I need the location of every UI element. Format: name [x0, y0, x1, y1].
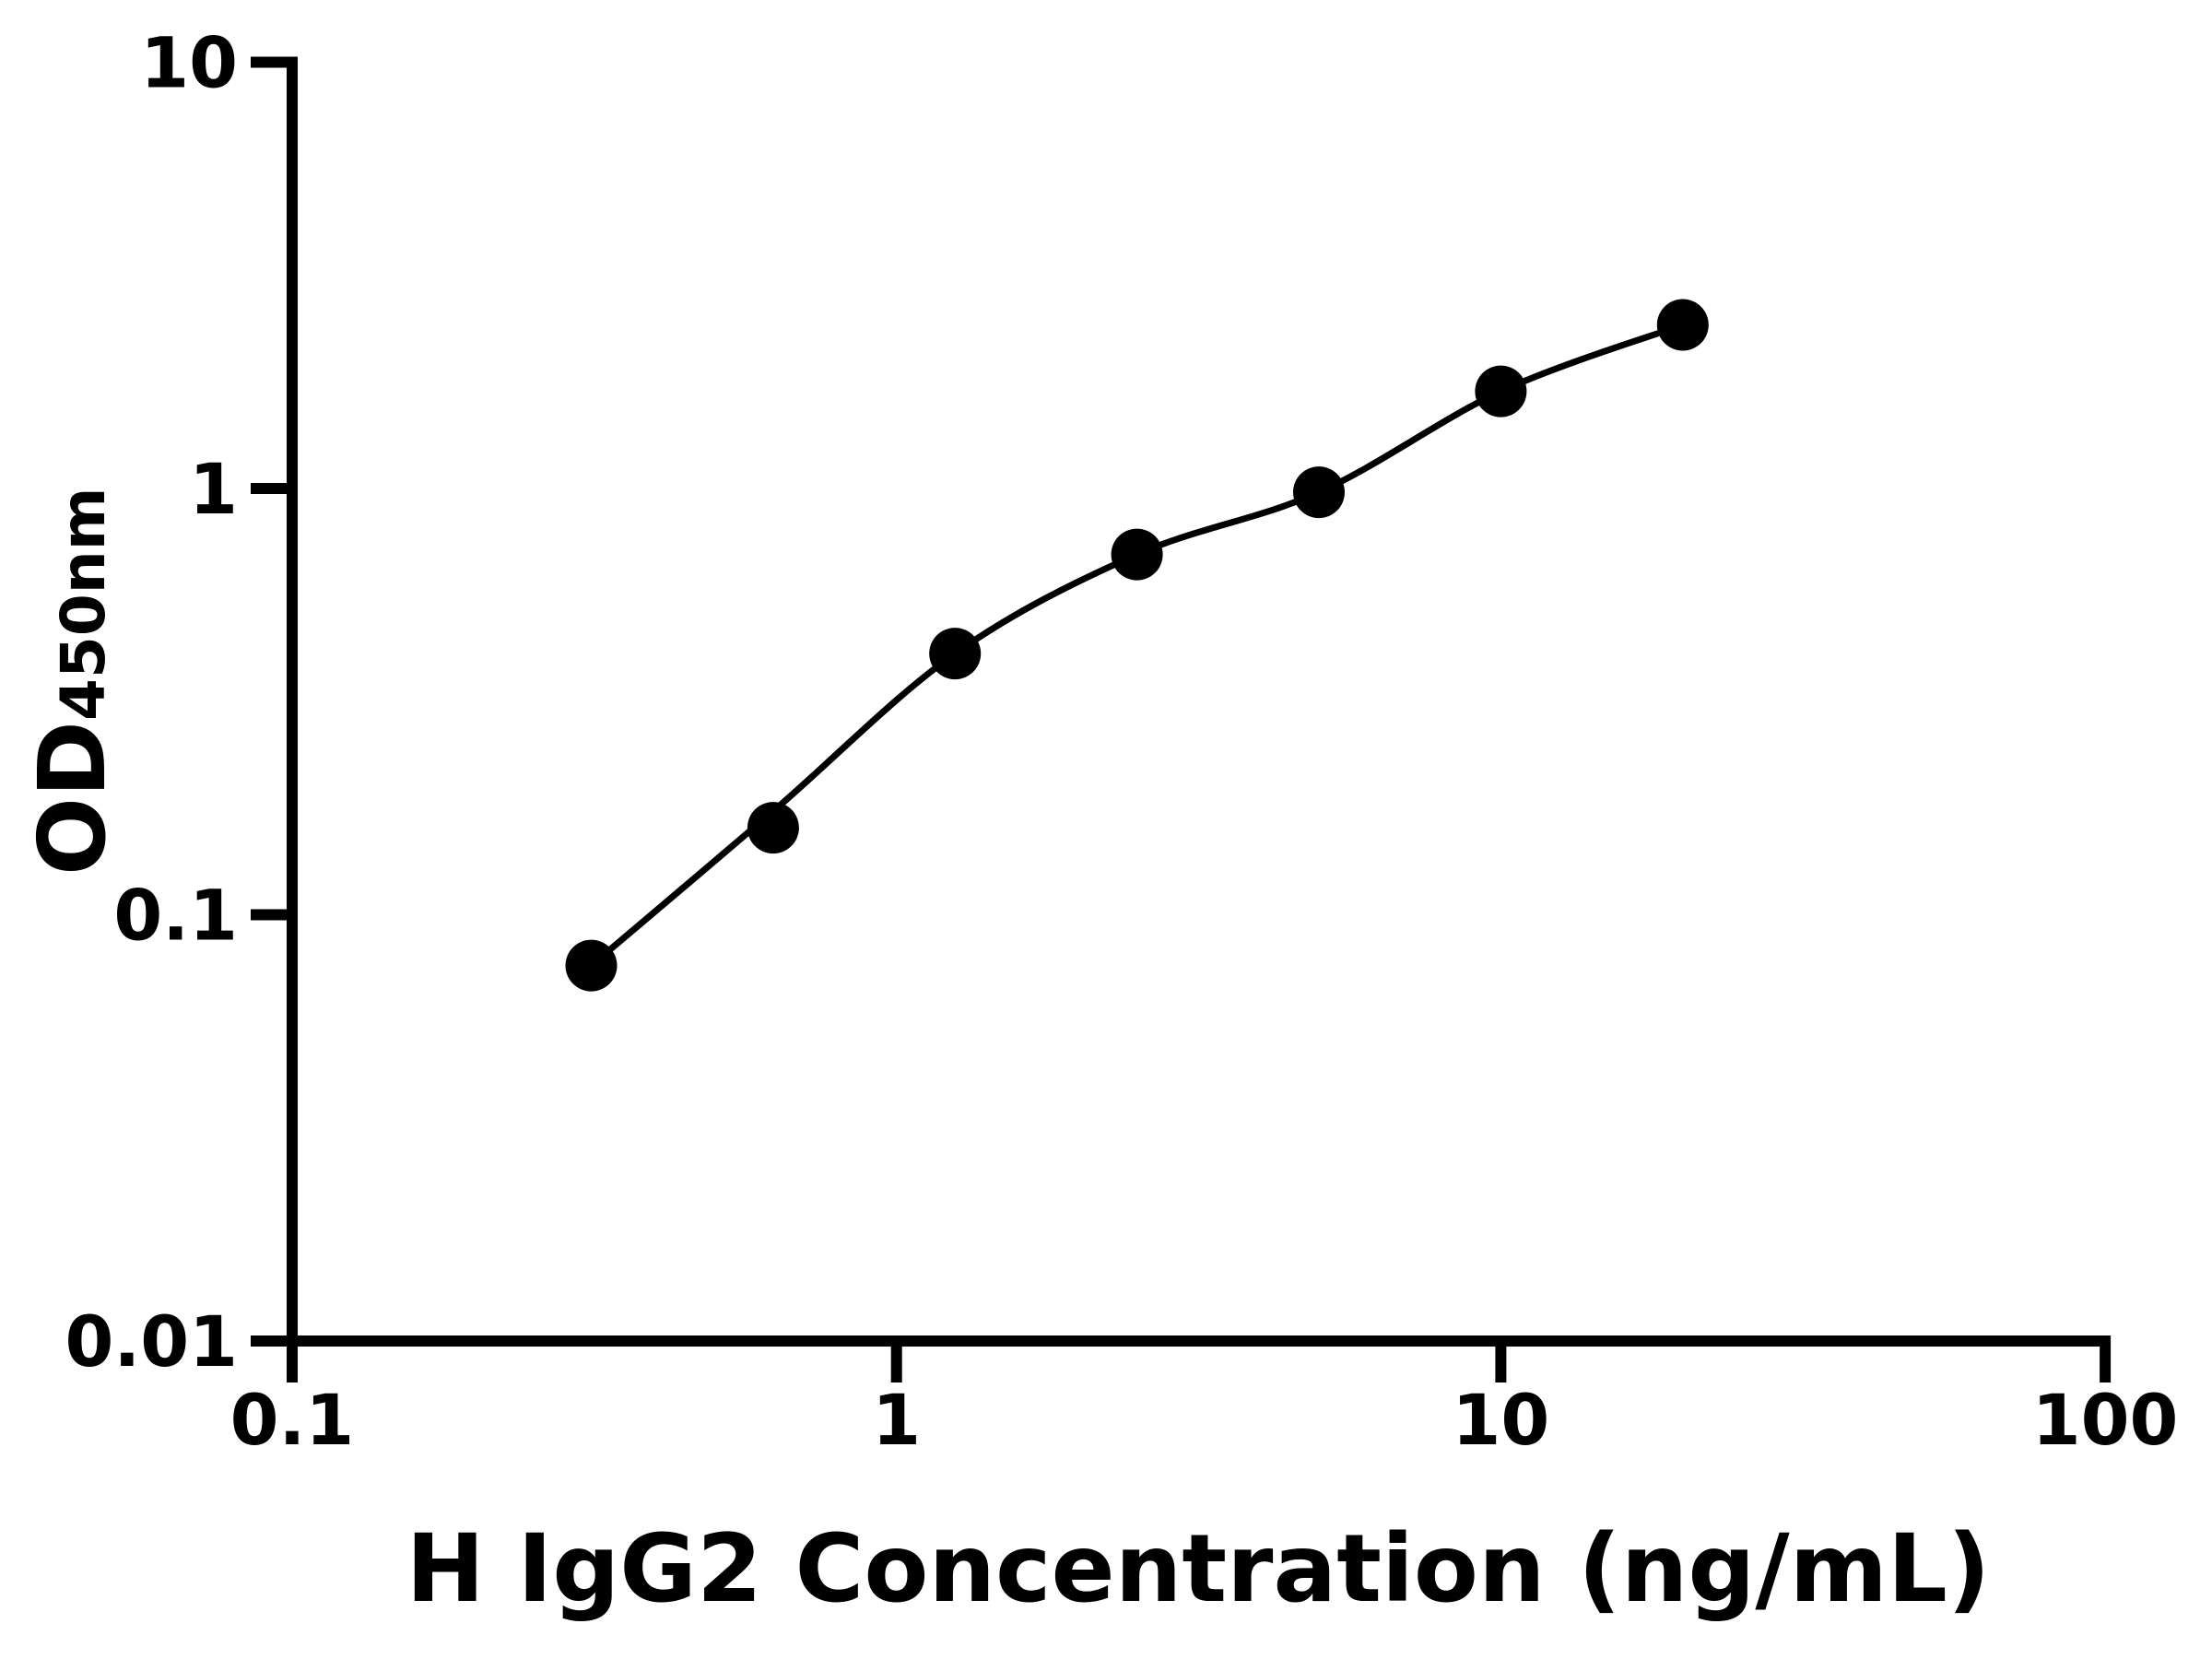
- y-tick-label: 1: [189, 448, 238, 530]
- data-point: [929, 628, 982, 680]
- y-tick-label: 0.01: [65, 1300, 238, 1382]
- x-axis-title: H IgG2 Concentration (ng/mL): [406, 1514, 1990, 1624]
- y-axis-title-main: OD: [18, 721, 126, 876]
- x-tick-label: 0.1: [230, 1379, 355, 1461]
- x-tick-label: 100: [2032, 1379, 2179, 1461]
- y-axis-title: OD450nm: [18, 487, 126, 876]
- y-axis-title-sub: 450nm: [48, 487, 119, 721]
- data-point: [565, 939, 618, 992]
- y-tick-label: 0.1: [113, 875, 238, 957]
- data-point: [1111, 528, 1163, 581]
- data-point: [1656, 299, 1709, 351]
- data-point: [1475, 365, 1527, 418]
- data-point: [1293, 466, 1345, 519]
- fit-curve: [589, 322, 1684, 969]
- x-tick-label: 10: [1453, 1379, 1550, 1461]
- x-tick-label: 1: [872, 1379, 921, 1461]
- data-point: [747, 802, 799, 854]
- y-tick-label: 10: [140, 22, 238, 104]
